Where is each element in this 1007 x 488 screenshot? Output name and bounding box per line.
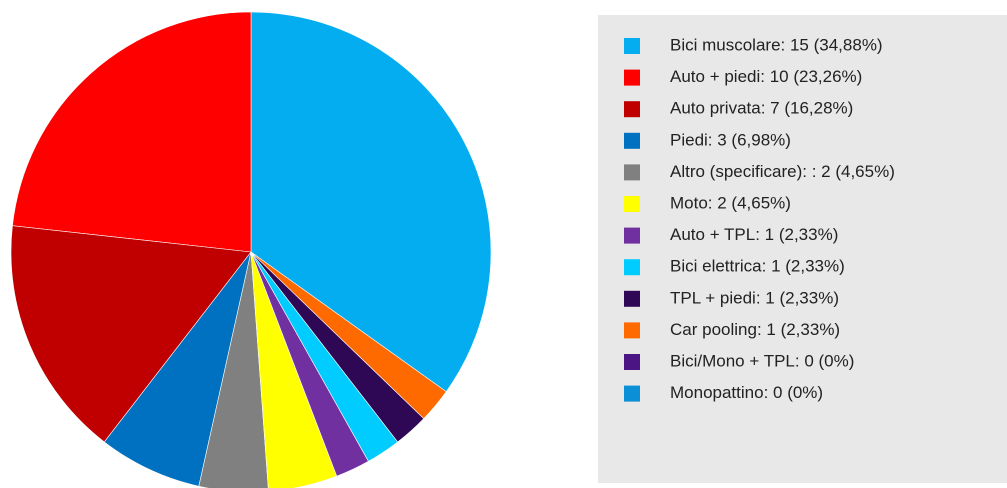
legend-swatch [624, 69, 640, 86]
legend-swatch [624, 164, 640, 181]
legend-swatch [624, 259, 640, 276]
pie-slice [10, 225, 252, 443]
legend-label: Bici elettrica: 1 (2,33%) [670, 257, 845, 276]
legend-swatch [624, 385, 640, 402]
legend-label: TPL + piedi: 1 (2,33%) [670, 288, 839, 307]
pie-slice [250, 251, 447, 420]
legend-swatch [624, 101, 640, 118]
legend-swatch [624, 227, 640, 244]
legend-swatch [624, 38, 640, 54]
legend-label: Auto + piedi: 10 (23,26%) [670, 67, 862, 86]
pie-slice [198, 251, 269, 488]
legend-box [598, 15, 1007, 483]
legend-swatch [624, 322, 640, 339]
legend-label: Car pooling: 1 (2,33%) [670, 320, 840, 339]
legend-label: Piedi: 3 (6,98%) [670, 130, 791, 149]
pie-slice [250, 11, 492, 393]
legend-swatch [624, 290, 640, 307]
legend-label: Auto + TPL: 1 (2,33%) [670, 225, 838, 244]
legend-swatch [624, 354, 640, 370]
legend-label: Moto: 2 (4,65%) [670, 193, 791, 212]
legend-swatch [624, 132, 640, 149]
legend-label: Bici/Mono + TPL: 0 (0%) [670, 351, 854, 370]
legend-label: Auto privata: 7 (16,28%) [670, 99, 853, 118]
legend-label: Monopattino: 0 (0%) [670, 383, 823, 402]
pie-slice [12, 11, 252, 253]
legend-swatch [624, 196, 640, 212]
pie-slice [103, 251, 252, 487]
legend-label: Bici muscolare: 15 (34,88%) [670, 35, 883, 54]
legend-label: Altro (specificare): : 2 (4,65%) [670, 162, 895, 181]
